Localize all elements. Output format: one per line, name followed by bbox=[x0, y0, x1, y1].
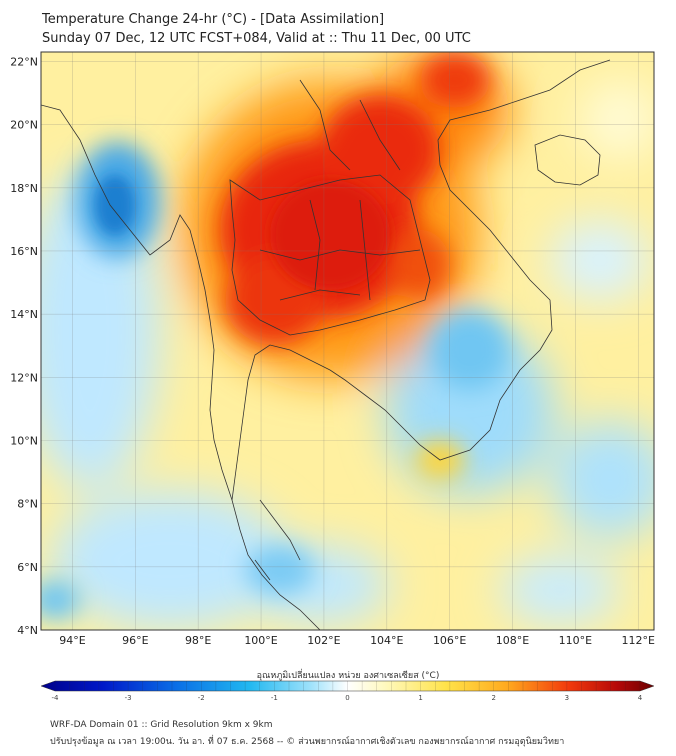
longitude-axis: 94°E 96°E 98°E 100°E 102°E 104°E 106°E 1… bbox=[59, 634, 655, 647]
lat-label: 16°N bbox=[10, 245, 38, 258]
footer-model-info: WRF-DA Domain 01 :: Grid Resolution 9km … bbox=[50, 720, 273, 730]
colorbar-label: 4 bbox=[638, 694, 643, 702]
coastlines bbox=[41, 59, 611, 630]
colorbar-label: 3 bbox=[565, 694, 569, 702]
colorbar-label: 0 bbox=[345, 694, 349, 702]
lat-label: 4°N bbox=[17, 624, 38, 637]
lat-label: 20°N bbox=[10, 119, 38, 132]
lat-label: 22°N bbox=[10, 55, 38, 68]
map-title: Temperature Change 24-hr (°C) - [Data As… bbox=[42, 12, 385, 27]
colorbar-label: 2 bbox=[492, 694, 496, 702]
lon-label: 100°E bbox=[244, 634, 277, 647]
lon-label: 106°E bbox=[433, 634, 466, 647]
lat-label: 10°N bbox=[10, 434, 38, 447]
lat-label: 8°N bbox=[17, 498, 38, 511]
colorbar-label: -3 bbox=[125, 694, 132, 702]
colorbar-label: -2 bbox=[198, 694, 205, 702]
colorbar bbox=[40, 680, 655, 692]
lat-label: 12°N bbox=[10, 371, 38, 384]
lon-label: 104°E bbox=[370, 634, 403, 647]
footer-credit: ปรับปรุงข้อมูล ณ เวลา 19:00น. วัน อา. ที… bbox=[50, 737, 565, 747]
latitude-axis: 22°N 20°N 18°N 16°N 14°N 12°N 10°N 8°N 6… bbox=[10, 55, 38, 637]
colorbar-title: อุณหภูมิเปลี่ยนแปลง หน่วย องศาเซลเซียส (… bbox=[257, 668, 440, 681]
lon-label: 110°E bbox=[559, 634, 592, 647]
colorbar-ticks bbox=[54, 681, 641, 691]
temperature-field bbox=[41, 52, 654, 630]
colorbar-label: -4 bbox=[52, 694, 60, 702]
colorbar-label: 1 bbox=[418, 694, 422, 702]
lon-label: 102°E bbox=[307, 634, 340, 647]
colorbar-labels: -4 -3 -2 -1 0 1 2 3 4 bbox=[52, 694, 643, 702]
lat-label: 14°N bbox=[10, 308, 38, 321]
lat-label: 6°N bbox=[17, 561, 38, 574]
lon-label: 94°E bbox=[59, 634, 85, 647]
lon-label: 98°E bbox=[185, 634, 211, 647]
lat-label: 18°N bbox=[10, 182, 38, 195]
lon-label: 96°E bbox=[122, 634, 148, 647]
lon-label: 108°E bbox=[496, 634, 529, 647]
colorbar-label: -1 bbox=[271, 694, 278, 702]
graticule bbox=[41, 52, 654, 630]
map-subtitle: Sunday 07 Dec, 12 UTC FCST+084, Valid at… bbox=[42, 31, 471, 46]
map-frame bbox=[40, 51, 655, 631]
lon-label: 112°E bbox=[622, 634, 655, 647]
